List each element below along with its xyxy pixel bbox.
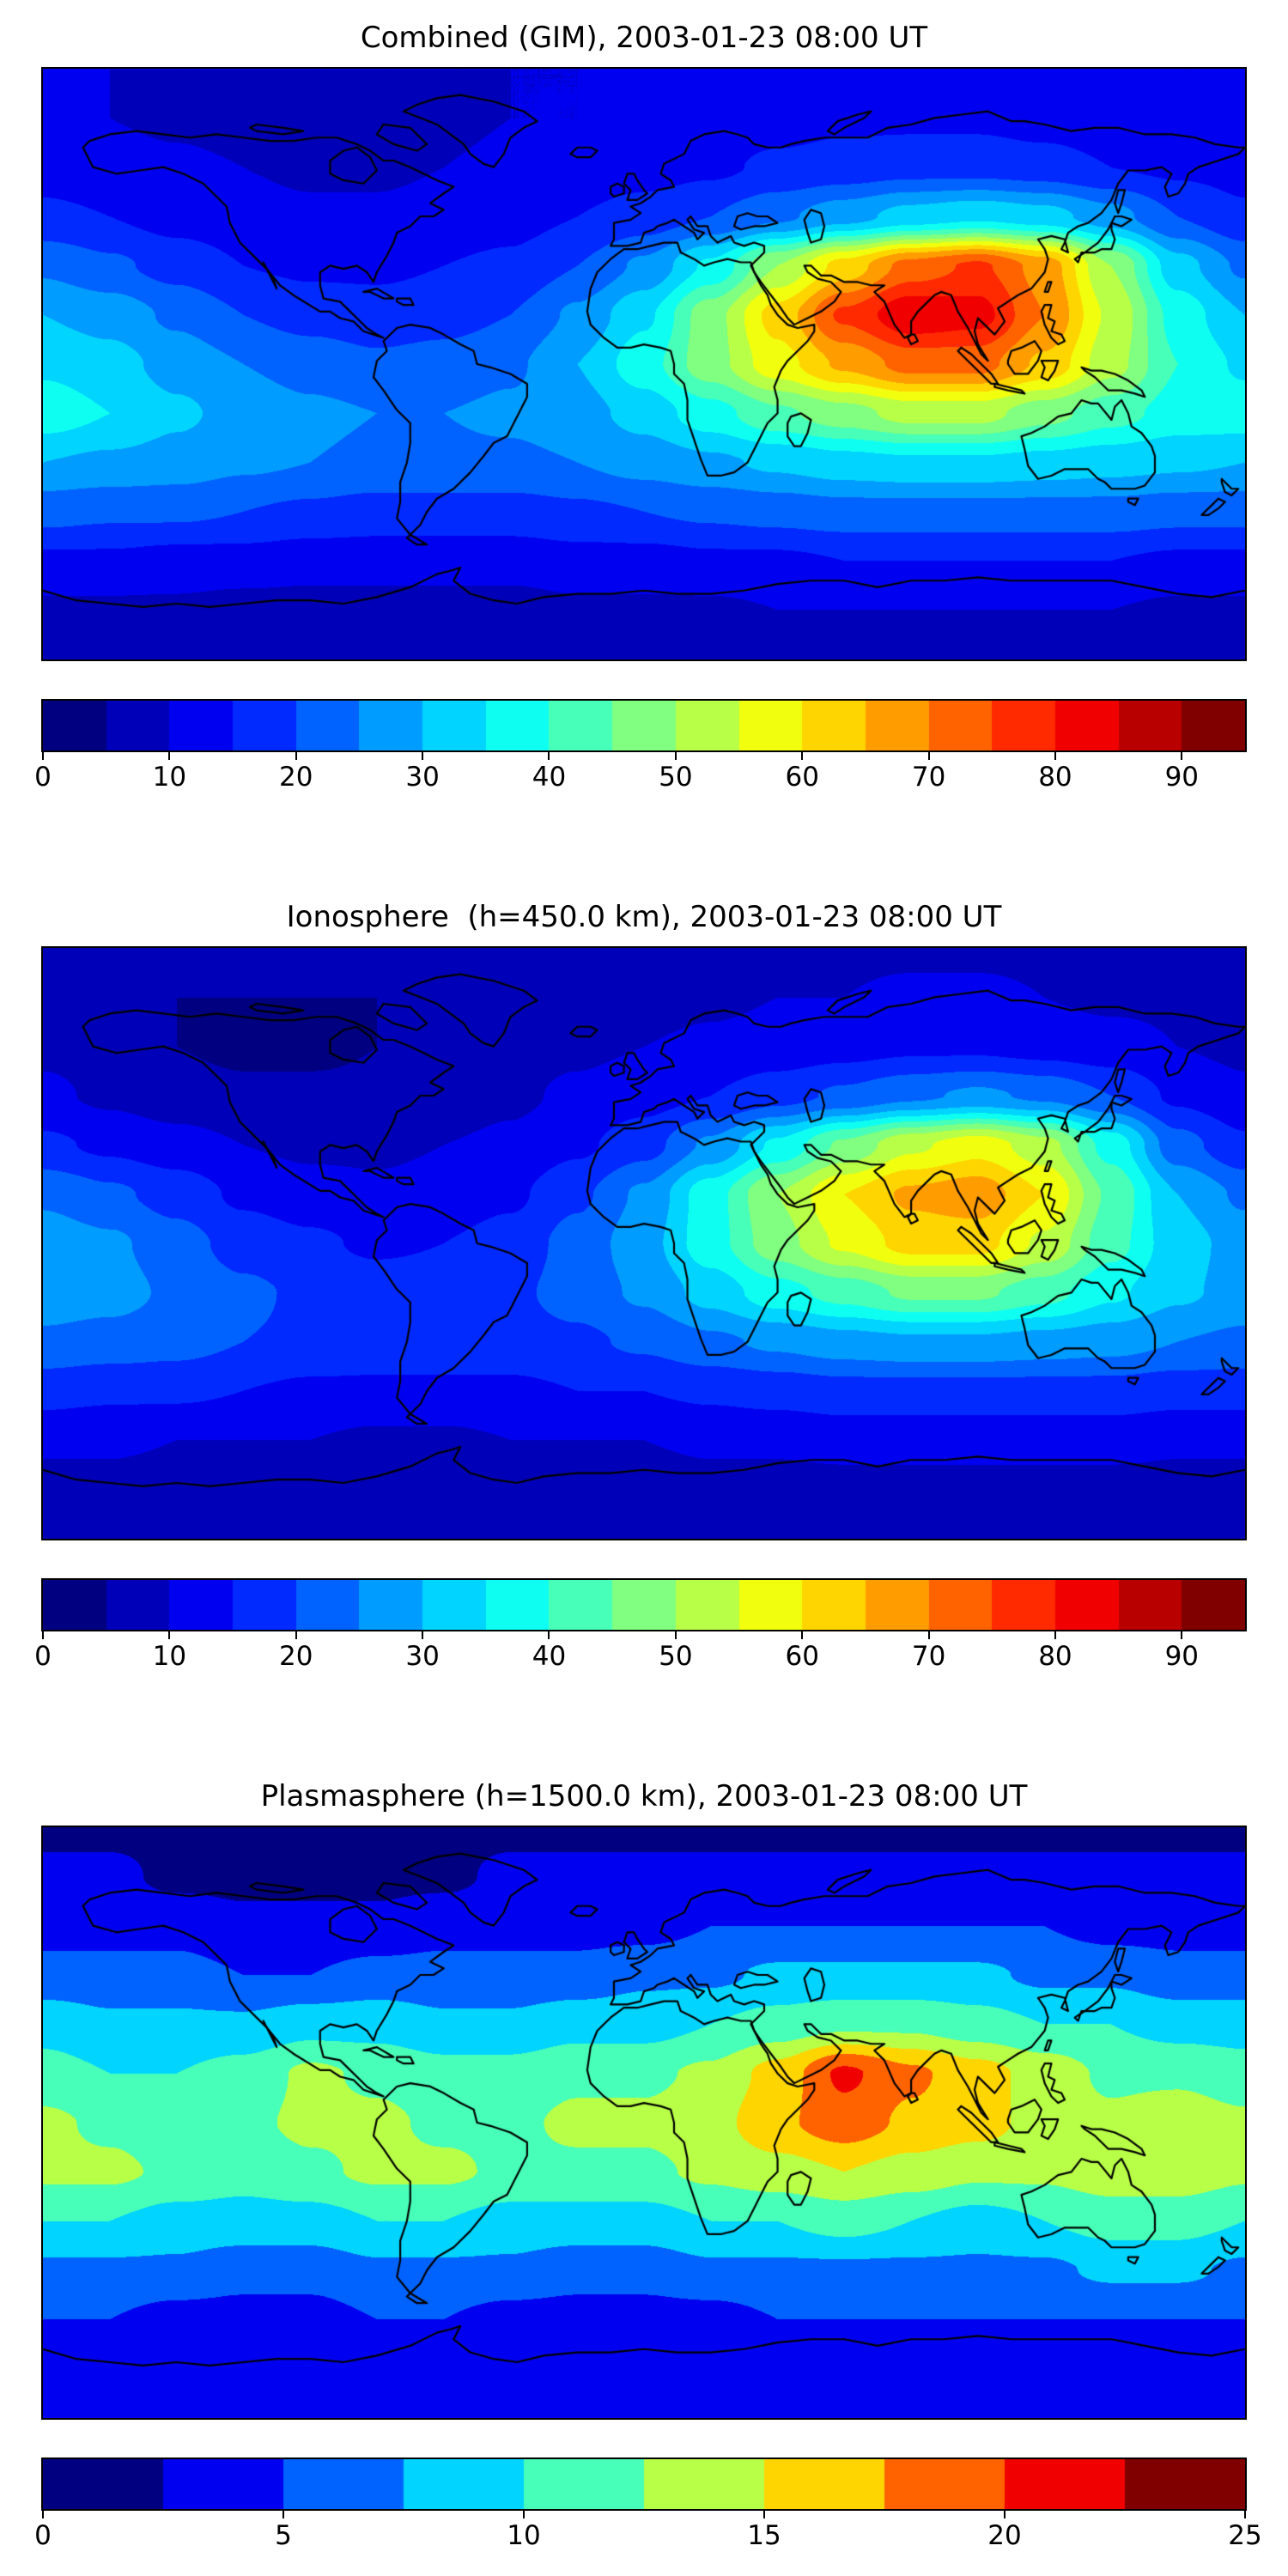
colorbar-canvas-plasmasphere <box>41 2458 1247 2511</box>
panel-ionosphere: Ionosphere (h=450.0 km), 2003-01-23 08:0… <box>34 879 1247 1676</box>
world-map-contour-canvas-combined <box>41 67 1247 661</box>
colorbar-tick-mark <box>763 2511 765 2518</box>
colorbar-tick-label: 60 <box>785 1641 819 1672</box>
colorbar-tick-mark <box>42 2511 44 2518</box>
colorbar-tick-label: 0 <box>34 2520 52 2551</box>
colorbar-tick-mark <box>422 752 424 760</box>
colorbar-tick-label: 15 <box>747 2520 781 2551</box>
colorbar-tick-label: 80 <box>1038 762 1072 793</box>
colorbar-tick-mark <box>168 1631 171 1639</box>
colorbar-tick-mark <box>283 2511 284 2518</box>
world-map-contour-canvas-ionosphere <box>41 946 1247 1540</box>
colorbar-tick-label: 60 <box>785 762 819 793</box>
colorbar-tick-mark <box>801 752 804 760</box>
colorbar-tick-mark <box>295 752 297 760</box>
colorbar-tick-label: 70 <box>911 1641 946 1672</box>
colorbar-tick-mark <box>1181 1631 1183 1639</box>
colorbar-tick-mark <box>42 752 44 760</box>
colorbar-tick-mark <box>422 1631 424 1639</box>
colorbar-canvas-ionosphere <box>41 1578 1247 1631</box>
colorbar-tick-mark <box>674 1631 677 1639</box>
colorbar-tick-mark <box>1004 2511 1005 2518</box>
colorbar-tick-label: 90 <box>1164 1641 1200 1672</box>
colorbar-tick-mark <box>548 752 550 760</box>
colorbar-tick-label: 40 <box>532 1641 567 1672</box>
colorbar-tick-label: 10 <box>152 1641 187 1672</box>
colorbar-tick-mark <box>523 2511 525 2518</box>
colorbar-tick-mark <box>674 752 677 760</box>
panel-combined-gim: Combined (GIM), 2003-01-23 08:00 UT 0 10 2… <box>34 0 1247 797</box>
panel-title-plasmasphere: Plasmasphere (h=1500.0 km), 2003-01-23 0… <box>260 1779 1028 1814</box>
colorbar-tick-label: 80 <box>1038 1641 1072 1672</box>
colorbar-tick-label: 40 <box>532 762 567 793</box>
colorbar-tick-mark <box>801 1631 804 1639</box>
colorbar-tick-label: 30 <box>405 762 440 793</box>
colorbar-tick-label: 20 <box>279 1641 313 1672</box>
colorbar-tick-label: 50 <box>659 1641 693 1672</box>
colorbar-tick-mark <box>295 1631 297 1639</box>
colorbar-tick-label: 30 <box>405 1641 440 1672</box>
colorbar-tick-mark <box>927 1631 930 1639</box>
colorbar-tick-label: 20 <box>279 762 313 793</box>
colorbar-ticks-plasmasphere: 0 5 10 15 20 25 <box>34 2511 1262 2555</box>
colorbar-ticks-combined: 0 10 20 30 40 50 60 70 80 90 <box>34 752 1245 797</box>
panel-title-combined: Combined (GIM), 2003-01-23 08:00 UT <box>360 21 928 55</box>
colorbar-tick-label: 25 <box>1228 2520 1262 2551</box>
world-map-contour-canvas-plasmasphere <box>41 1826 1247 2420</box>
colorbar-tick-label: 10 <box>507 2520 541 2551</box>
colorbar-tick-mark <box>1054 752 1056 760</box>
colorbar-tick-label: 0 <box>34 1641 52 1672</box>
colorbar-tick-label: 90 <box>1164 762 1200 793</box>
colorbar-tick-label: 20 <box>987 2520 1022 2551</box>
colorbar-tick-mark <box>1054 1631 1056 1639</box>
colorbar-tick-mark <box>42 1631 44 1639</box>
panel-plasmasphere: Plasmasphere (h=1500.0 km), 2003-01-23 0… <box>34 1759 1262 2555</box>
colorbar-tick-label: 50 <box>659 762 693 793</box>
colorbar-tick-mark <box>927 752 930 760</box>
colorbar-ticks-ionosphere: 0 10 20 30 40 50 60 70 80 90 <box>34 1631 1245 1676</box>
colorbar-canvas-combined <box>41 699 1247 752</box>
colorbar-tick-label: 5 <box>275 2520 292 2551</box>
panel-title-ionosphere: Ionosphere (h=450.0 km), 2003-01-23 08:0… <box>286 900 1002 934</box>
colorbar-tick-mark <box>1244 2511 1246 2518</box>
colorbar-tick-mark <box>548 1631 550 1639</box>
colorbar-tick-mark <box>168 752 171 760</box>
colorbar-tick-label: 10 <box>152 762 187 793</box>
colorbar-tick-mark <box>1181 752 1183 760</box>
colorbar-tick-label: 0 <box>34 762 52 793</box>
colorbar-tick-label: 70 <box>911 762 946 793</box>
